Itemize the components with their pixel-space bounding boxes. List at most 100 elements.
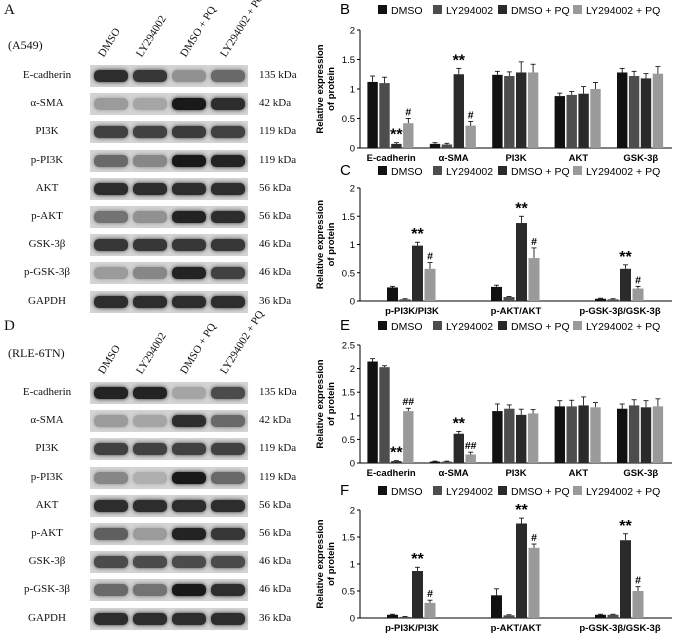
blot-band bbox=[172, 126, 206, 139]
bar bbox=[429, 461, 441, 463]
blot-band bbox=[133, 415, 167, 428]
blot-band bbox=[172, 267, 206, 280]
legend-label: LY294002 bbox=[446, 486, 493, 498]
significance-mark: ## bbox=[402, 396, 414, 408]
blot-band bbox=[94, 267, 128, 280]
legend-label: LY294002 bbox=[446, 321, 493, 333]
significance-mark: ** bbox=[390, 445, 403, 462]
blot-band bbox=[211, 387, 245, 399]
bar bbox=[424, 268, 436, 301]
bar bbox=[595, 614, 606, 618]
legend-swatch bbox=[378, 5, 387, 14]
y-tick-label: 1 bbox=[350, 240, 355, 251]
lane-label: LY294002 bbox=[134, 13, 169, 60]
significance-mark: # bbox=[405, 107, 411, 119]
lane-label: LY294002 bbox=[134, 330, 169, 377]
bar bbox=[617, 72, 628, 148]
bar bbox=[391, 143, 402, 148]
bar bbox=[528, 258, 540, 301]
bar bbox=[412, 245, 423, 301]
blot-band bbox=[172, 154, 206, 167]
bar bbox=[387, 287, 398, 301]
significance-mark: ## bbox=[465, 440, 477, 452]
bar bbox=[453, 74, 464, 148]
protein-label: GAPDH bbox=[28, 611, 66, 624]
blot-band bbox=[133, 584, 167, 597]
blot-strip bbox=[90, 607, 248, 630]
significance-mark: # bbox=[468, 109, 474, 121]
blot-strip bbox=[90, 177, 248, 200]
blot-band bbox=[133, 471, 167, 484]
kda-label: 46 kDa bbox=[259, 555, 292, 568]
bar bbox=[491, 595, 502, 618]
bar bbox=[528, 547, 540, 618]
bar bbox=[632, 288, 644, 301]
x-tick-label: p-AKT/AKT bbox=[491, 306, 542, 317]
legend-swatch bbox=[498, 321, 507, 330]
x-tick-label: GSK-3β bbox=[623, 468, 658, 479]
blot-band bbox=[133, 612, 167, 625]
kda-label: 119 kDa bbox=[259, 442, 297, 455]
significance-mark: ** bbox=[619, 249, 632, 266]
legend-swatch bbox=[573, 321, 582, 330]
panel-label: C bbox=[340, 162, 351, 179]
bar bbox=[491, 286, 502, 301]
y-tick-label: 0.5 bbox=[342, 587, 355, 598]
bar bbox=[516, 72, 527, 148]
blot-band bbox=[94, 239, 128, 252]
panel-label: D bbox=[4, 318, 15, 334]
blot-band bbox=[211, 239, 245, 252]
legend-swatch bbox=[378, 166, 387, 175]
blot-strip bbox=[90, 93, 248, 116]
blot-band bbox=[94, 499, 128, 512]
y-axis-label: Relative expressionof protein bbox=[315, 200, 337, 289]
y-tick-label: 2 bbox=[350, 184, 355, 195]
bar bbox=[492, 74, 503, 148]
kda-label: 56 kDa bbox=[259, 210, 292, 222]
bar bbox=[527, 413, 539, 463]
y-tick-label: 0.5 bbox=[342, 435, 355, 446]
bar bbox=[632, 591, 644, 618]
bar bbox=[590, 407, 601, 463]
legend-label: DMSO + PQ bbox=[511, 5, 570, 17]
bar bbox=[607, 614, 619, 618]
legend-swatch bbox=[433, 321, 442, 330]
blot-band bbox=[94, 556, 128, 569]
significance-mark: ** bbox=[515, 200, 528, 217]
blot-strip bbox=[90, 466, 248, 489]
protein-label: α-SMA bbox=[30, 414, 64, 427]
x-tick-label: GSK-3β bbox=[623, 153, 658, 164]
y-tick-label: 0 bbox=[350, 144, 355, 155]
legend-label: DMSO bbox=[391, 486, 423, 498]
kda-label: 119 kDa bbox=[259, 153, 297, 166]
protein-label: PI3K bbox=[35, 442, 59, 455]
blot-band bbox=[133, 387, 167, 399]
legend-swatch bbox=[498, 486, 507, 495]
blot-band bbox=[133, 126, 167, 139]
bar bbox=[628, 405, 640, 463]
x-tick-label: AKT bbox=[569, 153, 589, 164]
y-axis-label: Relative expressionof protein bbox=[315, 359, 337, 448]
x-tick-label: p-PI3K/PI3K bbox=[385, 623, 439, 634]
bar bbox=[652, 406, 664, 463]
bar bbox=[640, 78, 652, 148]
protein-label: AKT bbox=[35, 498, 59, 511]
significance-mark: # bbox=[531, 532, 537, 544]
blot-band bbox=[133, 267, 167, 280]
blot-band bbox=[172, 211, 206, 223]
protein-label: E-cadherin bbox=[22, 386, 72, 398]
blot-band bbox=[172, 70, 206, 82]
blot-band bbox=[94, 126, 128, 139]
kda-label: 46 kDa bbox=[259, 238, 292, 251]
blot-band bbox=[172, 182, 206, 195]
legend-label: DMSO + PQ bbox=[511, 486, 570, 498]
x-tick-label: p-GSK-3β/GSK-3β bbox=[579, 623, 660, 634]
blot-strip bbox=[90, 579, 248, 602]
blot-band bbox=[94, 612, 128, 625]
protein-label: p-PI3K bbox=[30, 153, 64, 166]
bar bbox=[379, 83, 390, 148]
legend-label: DMSO + PQ bbox=[511, 321, 570, 333]
bar bbox=[578, 93, 589, 148]
lane-label: DMSO + PQ bbox=[178, 4, 219, 60]
y-tick-label: 0 bbox=[350, 459, 355, 470]
